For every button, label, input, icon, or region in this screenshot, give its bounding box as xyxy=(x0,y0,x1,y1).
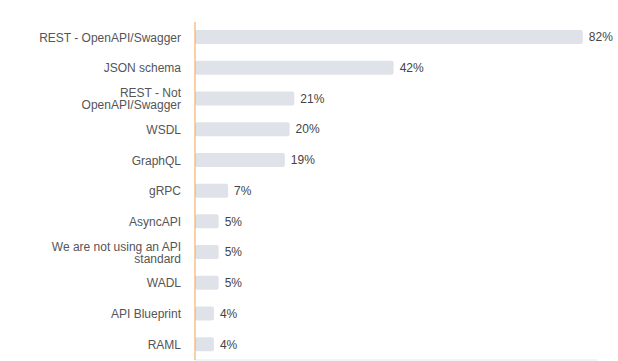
svg-text:WSDL: WSDL xyxy=(146,123,181,137)
svg-text:RAML: RAML xyxy=(148,338,182,352)
svg-text:5%: 5% xyxy=(225,215,243,229)
svg-text:82%: 82% xyxy=(589,30,610,44)
svg-text:5%: 5% xyxy=(225,245,243,259)
svg-text:We are not using an APIstandar: We are not using an APIstandard xyxy=(52,240,181,266)
svg-text:42%: 42% xyxy=(400,61,424,75)
svg-text:API Blueprint: API Blueprint xyxy=(111,307,182,321)
svg-text:WADL: WADL xyxy=(147,276,182,290)
svg-text:21%: 21% xyxy=(300,92,324,106)
svg-text:REST - OpenAPI/Swagger: REST - OpenAPI/Swagger xyxy=(39,31,181,45)
svg-text:4%: 4% xyxy=(220,338,238,352)
svg-text:7%: 7% xyxy=(234,184,252,198)
svg-text:5%: 5% xyxy=(225,276,243,290)
svg-text:19%: 19% xyxy=(291,153,315,167)
svg-text:REST - NotOpenAPI/Swagger: REST - NotOpenAPI/Swagger xyxy=(82,86,182,112)
svg-text:4%: 4% xyxy=(220,307,238,321)
svg-text:gRPC: gRPC xyxy=(149,184,181,198)
svg-text:GraphQL: GraphQL xyxy=(132,154,182,168)
svg-text:JSON schema: JSON schema xyxy=(104,61,182,75)
svg-text:AsyncAPI: AsyncAPI xyxy=(129,215,181,229)
svg-text:20%: 20% xyxy=(296,122,320,136)
